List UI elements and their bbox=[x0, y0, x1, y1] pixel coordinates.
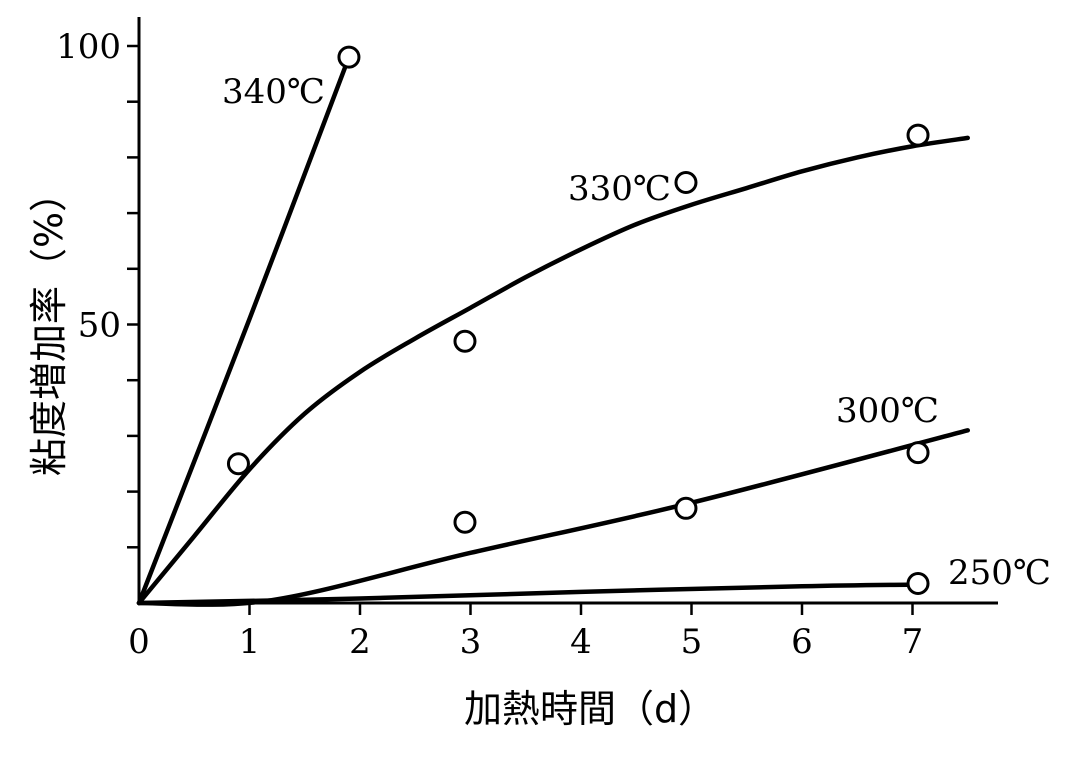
series-0-point-0 bbox=[337, 45, 361, 69]
x-axis-title: 加熱時間（d） bbox=[464, 687, 716, 731]
series-2-point-1 bbox=[674, 496, 698, 520]
series-1-point-0 bbox=[226, 452, 250, 476]
x-ticks: 0 1 2 3 4 5 6 7 bbox=[128, 603, 923, 662]
y-tick-label-50: 50 bbox=[78, 306, 121, 346]
series-1-point-3 bbox=[906, 123, 930, 147]
series-line-3 bbox=[136, 582, 915, 606]
series-curves bbox=[136, 54, 970, 607]
x-tick-label-3: 3 bbox=[460, 622, 482, 662]
series-markers bbox=[226, 45, 930, 596]
series-line-1 bbox=[136, 135, 970, 606]
x-tick-label-0: 0 bbox=[128, 622, 150, 662]
series-label-2: 300℃ bbox=[836, 391, 939, 431]
series-1-point-1 bbox=[453, 329, 477, 353]
series-line-0 bbox=[136, 54, 352, 606]
y-axis-title: 粘度増加率（%） bbox=[27, 174, 71, 476]
series-2-point-0 bbox=[453, 510, 477, 534]
x-tick-label-2: 2 bbox=[349, 622, 371, 662]
x-tick-label-5: 5 bbox=[681, 622, 703, 662]
series-label-1: 330℃ bbox=[568, 169, 671, 209]
series-labels: 340℃ 330℃ 300℃ 250℃ bbox=[222, 72, 1051, 593]
series-label-0: 340℃ bbox=[222, 72, 325, 112]
x-tick-label-7: 7 bbox=[902, 622, 924, 662]
series-2-point-2 bbox=[906, 441, 930, 465]
x-tick-label-4: 4 bbox=[570, 622, 592, 662]
x-tick-label-6: 6 bbox=[791, 622, 813, 662]
y-tick-label-100: 100 bbox=[56, 27, 121, 67]
series-3-point-0 bbox=[906, 572, 930, 596]
series-1-point-2 bbox=[674, 170, 698, 194]
y-ticks: 50 100 bbox=[56, 27, 139, 549]
plot-area: 0 1 2 3 4 5 6 7 50 100 340℃ 330℃ 300℃ 250℃ bbox=[56, 17, 1051, 662]
series-label-3: 250℃ bbox=[948, 553, 1051, 593]
x-tick-label-1: 1 bbox=[239, 622, 261, 662]
